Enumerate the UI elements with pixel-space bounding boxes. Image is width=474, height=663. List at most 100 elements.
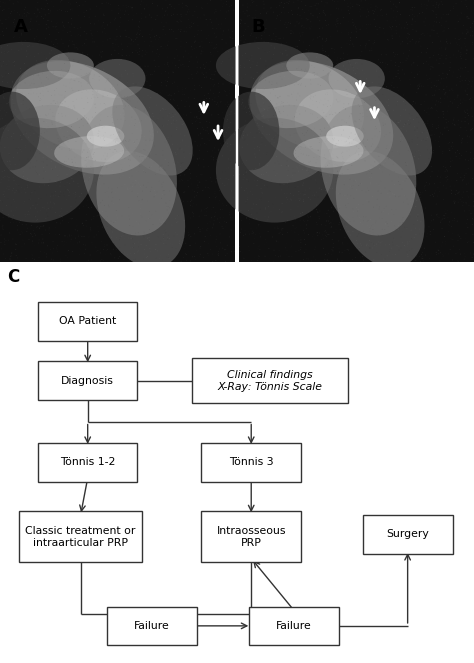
- Point: [439, 27, 447, 37]
- Point: [38, 47, 46, 58]
- Point: [343, 89, 351, 99]
- Point: [66, 27, 74, 37]
- Point: [341, 72, 349, 82]
- Point: [280, 179, 288, 190]
- Point: [244, 95, 251, 106]
- Point: [142, 249, 149, 259]
- Point: [459, 50, 467, 61]
- Point: [186, 214, 194, 225]
- Point: [237, 35, 245, 46]
- Point: [357, 0, 365, 6]
- Point: [48, 16, 55, 27]
- Point: [310, 229, 318, 240]
- Point: [93, 141, 100, 152]
- Point: [446, 145, 453, 156]
- Point: [287, 174, 295, 184]
- Point: [65, 111, 73, 121]
- Point: [223, 1, 231, 12]
- Point: [102, 76, 110, 86]
- Point: [216, 121, 224, 131]
- Point: [247, 98, 255, 109]
- Point: [383, 138, 391, 149]
- Point: [275, 123, 283, 134]
- Point: [110, 34, 118, 44]
- Point: [3, 119, 11, 129]
- Point: [140, 231, 148, 242]
- Point: [292, 246, 300, 257]
- Point: [87, 29, 95, 39]
- Point: [416, 190, 423, 200]
- Point: [377, 5, 384, 15]
- Point: [345, 212, 353, 223]
- Point: [222, 163, 230, 174]
- Point: [129, 5, 137, 15]
- Point: [344, 67, 352, 78]
- Point: [191, 116, 199, 127]
- Point: [265, 170, 273, 181]
- Point: [67, 62, 75, 72]
- Point: [338, 255, 346, 266]
- Point: [18, 15, 26, 26]
- Point: [395, 224, 402, 235]
- Point: [278, 223, 286, 233]
- Point: [0, 241, 5, 252]
- Point: [223, 127, 230, 138]
- Point: [374, 231, 382, 241]
- Point: [463, 125, 470, 135]
- Point: [364, 213, 372, 224]
- Point: [61, 180, 69, 191]
- Point: [131, 180, 139, 190]
- Point: [345, 81, 352, 91]
- Point: [398, 23, 406, 33]
- Point: [133, 24, 140, 34]
- Point: [126, 50, 133, 60]
- Point: [462, 199, 470, 210]
- Point: [311, 90, 319, 101]
- Point: [289, 9, 296, 20]
- Point: [249, 175, 256, 186]
- Point: [355, 99, 362, 110]
- Point: [43, 154, 51, 164]
- Point: [248, 183, 256, 194]
- Point: [256, 194, 264, 204]
- Point: [269, 151, 276, 162]
- Point: [470, 115, 474, 126]
- Point: [245, 103, 253, 113]
- Text: OA Patient: OA Patient: [59, 316, 116, 326]
- Point: [450, 119, 458, 130]
- Point: [268, 134, 276, 145]
- Point: [117, 93, 124, 103]
- Point: [259, 162, 267, 172]
- Point: [114, 68, 122, 78]
- Point: [8, 213, 16, 224]
- Point: [379, 117, 387, 128]
- Point: [84, 93, 91, 103]
- Point: [397, 113, 404, 123]
- Point: [116, 21, 123, 32]
- Point: [224, 69, 231, 80]
- Point: [316, 170, 324, 180]
- Point: [209, 249, 217, 259]
- Point: [161, 235, 169, 245]
- Point: [354, 247, 362, 258]
- Point: [57, 217, 64, 228]
- Point: [137, 28, 144, 38]
- Point: [190, 18, 197, 29]
- Point: [365, 94, 373, 105]
- Point: [72, 31, 80, 42]
- Point: [282, 243, 289, 253]
- Point: [299, 27, 307, 38]
- Point: [430, 129, 438, 140]
- Point: [103, 160, 111, 170]
- Point: [163, 87, 170, 97]
- Point: [404, 38, 411, 49]
- Point: [179, 82, 186, 93]
- Point: [321, 117, 329, 128]
- Point: [97, 55, 105, 66]
- Point: [320, 99, 328, 110]
- Point: [457, 233, 465, 244]
- Point: [228, 43, 236, 54]
- Point: [395, 85, 402, 95]
- Point: [68, 132, 76, 143]
- Point: [397, 115, 404, 126]
